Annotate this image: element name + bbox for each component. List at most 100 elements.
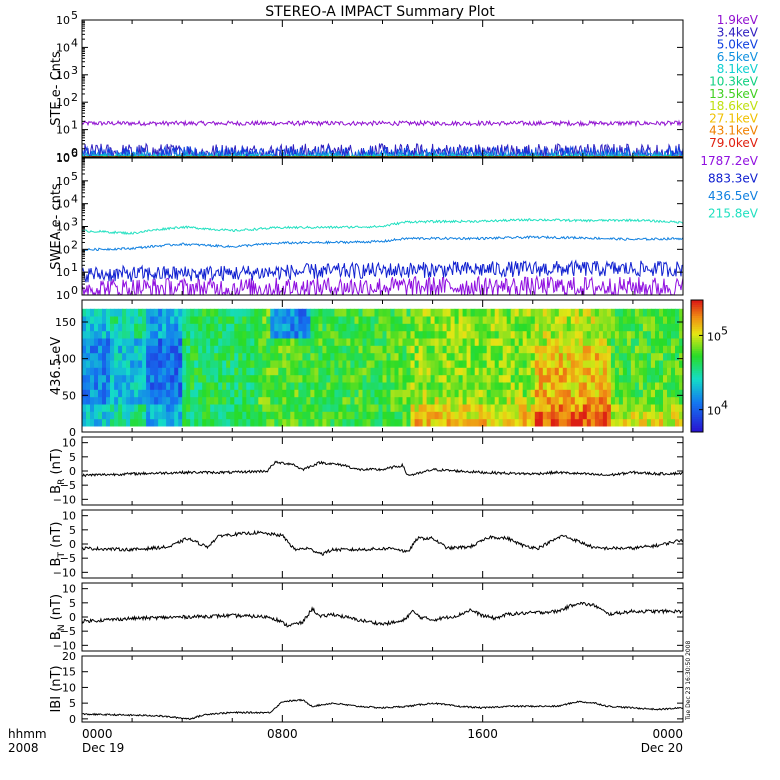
pad-cell [122, 396, 127, 405]
pad-cell [266, 308, 271, 317]
pad-cell [606, 360, 612, 368]
pad-cell [482, 374, 488, 383]
pad-cell [274, 389, 279, 398]
pad-cell [562, 323, 568, 332]
pad-cell [214, 404, 219, 412]
pad-cell [350, 345, 355, 354]
pad-cell [498, 345, 504, 354]
pad-cell [594, 367, 600, 376]
pad-cell [158, 404, 163, 412]
pad-cell [446, 418, 452, 427]
pad-cell [90, 316, 95, 324]
pad-cell [410, 345, 416, 354]
pad-cell [542, 338, 548, 346]
pad-cell [514, 418, 520, 427]
pad-cell [194, 316, 199, 324]
pad-cell [663, 360, 668, 368]
pad-cell [558, 323, 564, 332]
pad-cell [278, 345, 283, 354]
pad-cell [514, 330, 520, 339]
pad-cell [170, 382, 175, 390]
pad-cell [110, 330, 115, 339]
pad-cell [538, 316, 544, 324]
pad-cell [206, 367, 211, 376]
pad-cell [290, 323, 295, 332]
pad-cell [659, 396, 664, 405]
pad-cell [675, 382, 680, 390]
pad-cell [210, 360, 215, 368]
pad-cell [346, 316, 351, 324]
pad-cell [671, 374, 676, 383]
pad-cell [218, 360, 223, 368]
pad-cell [586, 345, 592, 354]
pad-cell [162, 389, 167, 398]
pad-cell [114, 389, 119, 398]
pad-cell [574, 345, 580, 354]
pad-cell [526, 345, 532, 354]
pad-cell [510, 404, 516, 412]
pad-cell [258, 308, 263, 317]
pad-cell [146, 396, 151, 405]
br-ylabel-main: B [49, 485, 64, 494]
pad-cell [430, 389, 436, 398]
pad-cell [446, 404, 452, 412]
pad-cell [170, 367, 175, 376]
pad-cell [642, 382, 648, 390]
pad-cell [306, 308, 311, 317]
pad-cell [550, 374, 556, 383]
pad-cell [606, 345, 612, 354]
pad-cell [362, 345, 368, 354]
pad-cell [562, 404, 568, 412]
pad-cell [134, 338, 139, 346]
pad-cell [502, 338, 508, 346]
pad-cell [554, 360, 560, 368]
pad-cell [306, 389, 311, 398]
pad-cell [470, 338, 476, 346]
pad-cell [386, 338, 392, 346]
pad-cell [490, 323, 496, 332]
pad-cell [506, 323, 512, 332]
pad-cell [454, 411, 460, 420]
swea-legend-item: 215.8eV [708, 207, 759, 221]
pad-cell [314, 374, 319, 383]
pad-cell [318, 382, 323, 390]
pad-cell [218, 367, 223, 376]
pad-cell [586, 389, 592, 398]
pad-cell [206, 352, 211, 361]
pad-cell [118, 360, 123, 368]
pad-cell [490, 360, 496, 368]
pad-cell [646, 345, 652, 354]
pad-cell [594, 308, 600, 317]
pad-cell [546, 418, 552, 427]
pad-cell [266, 316, 271, 324]
pad-cell [550, 360, 556, 368]
pad-cell [598, 382, 604, 390]
pad-cell [194, 411, 199, 420]
ste-series [82, 119, 683, 157]
pad-cell [390, 367, 396, 376]
pad-cell [618, 396, 624, 405]
pad-cell [562, 330, 568, 339]
pad-cell [178, 396, 183, 405]
pad-cell [402, 338, 408, 346]
pad-cell [330, 374, 335, 383]
pad-cell [398, 389, 404, 398]
pad-cell [518, 396, 524, 405]
pad-cell [482, 316, 488, 324]
pad-cell [106, 396, 111, 405]
pad-cell [398, 360, 404, 368]
pad-cell [482, 389, 488, 398]
pad-cell [562, 411, 568, 420]
pad-cell [358, 323, 364, 332]
pad-cell [663, 316, 668, 324]
pad-cell [142, 382, 147, 390]
colorbar-step [691, 427, 703, 431]
pad-cell [98, 367, 103, 376]
pad-cell [378, 308, 384, 317]
pad-cell [506, 345, 512, 354]
pad-cell [150, 396, 155, 405]
pad-cell [338, 404, 343, 412]
pad-cell [142, 323, 147, 332]
pad-cell [606, 411, 612, 420]
pad-cell [126, 411, 131, 420]
